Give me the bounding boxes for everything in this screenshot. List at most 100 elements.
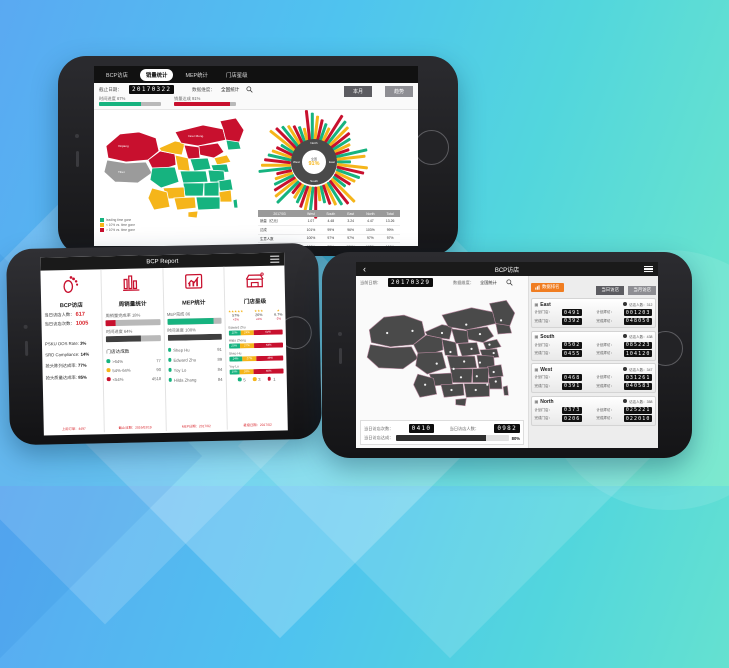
map-label-tibet: Tibet <box>118 170 125 174</box>
rank-button[interactable]: 数据排名 <box>531 283 564 292</box>
tab-store-rating[interactable]: 门店星级 <box>220 69 254 81</box>
china-dark-map[interactable] <box>360 294 524 415</box>
search-icon[interactable] <box>246 86 253 93</box>
table-cell: 生意人数 <box>258 234 301 243</box>
region-taiwan <box>233 199 238 208</box>
list-item[interactable]: Yoy Lo 84 <box>168 367 222 373</box>
chevron-left-icon[interactable]: ‹ <box>363 264 366 274</box>
china-choropleth-map[interactable]: Xinjiang Tibet Inner Mong. <box>100 112 250 222</box>
legend-text-leading: leading time gone <box>106 218 131 222</box>
region-sichuan <box>150 167 179 188</box>
list-label: Hilda Zhang <box>174 377 197 382</box>
legend-text-under10: < 10% vs. time gone <box>106 223 135 227</box>
summary-visits-label: 当日访店次数： <box>364 426 393 432</box>
table-cell: 96% <box>341 225 361 234</box>
tab-sales-stats[interactable]: 销量统计 <box>140 69 174 81</box>
table-column-header: North <box>361 210 381 217</box>
tab-bcp-visit[interactable]: BCP访店 <box>100 69 134 81</box>
radial-quadrant-west: West <box>293 160 300 164</box>
segment-trend[interactable]: 趋势 <box>385 86 413 97</box>
bar2-track <box>167 334 221 341</box>
table-cell: 销量（亿元） <box>258 217 301 225</box>
list-label: >64% <box>112 359 123 364</box>
store-icon <box>227 270 282 296</box>
search-icon[interactable] <box>506 279 513 286</box>
radial-center: 全国 91% <box>302 150 326 174</box>
table-column-header: South <box>321 210 341 217</box>
metric-label: 完成门店： <box>535 319 553 324</box>
dimension-value[interactable]: 全国统计 <box>480 280 497 286</box>
table-cell: 97% <box>361 234 381 243</box>
card-footer: MEP日期：2017/02 <box>166 423 226 429</box>
phone3-body: 当前日期： 20170329 数据维度： 全国统计 <box>356 276 658 448</box>
list-label: 54%-64% <box>112 368 130 373</box>
legend-label-5: 5 <box>243 377 245 382</box>
current-date-value[interactable]: 20170329 <box>388 278 433 287</box>
table-cell: 99% <box>380 225 400 234</box>
report-card-mep[interactable]: MEP统计 MEP完成 86 时间进度 100% Shep Hu 91 Edwa… <box>163 267 228 431</box>
tab-today-visit[interactable]: 当日访店 <box>596 286 624 295</box>
list-item[interactable]: <54% 4518 <box>107 376 161 382</box>
segment-this-month[interactable]: 本月 <box>344 86 372 97</box>
radial-quadrant-south: South <box>310 179 318 183</box>
list-title: 门店达成数 <box>106 348 160 355</box>
stat-value: 3% <box>80 341 86 346</box>
list-item[interactable]: Hilda Zhang 84 <box>168 377 222 383</box>
radial-sunburst-chart[interactable]: North South West East 全国 91% <box>262 110 366 214</box>
list-item[interactable]: Edward Zhu 89 <box>168 357 222 363</box>
stat-psku-oos: PSKU OOS Rate: 3% <box>45 340 99 346</box>
metric-value: 0392 <box>562 318 582 325</box>
legend-dot-1 <box>268 377 272 381</box>
list-item[interactable]: Shep Hu 91 <box>168 347 222 353</box>
date-value[interactable]: 20170322 <box>129 85 174 94</box>
dot-green <box>168 358 172 362</box>
tab-mep-stats[interactable]: MEP统计 <box>179 69 213 81</box>
table-cell: 103% <box>361 225 381 234</box>
region-name-wrap: ▣North <box>535 399 554 405</box>
hamburger-icon[interactable] <box>270 254 279 264</box>
legend-dot-5 <box>238 378 242 382</box>
region-name-wrap: ▣East <box>535 302 551 308</box>
phone3-header: ‹ BCP访店 <box>356 262 658 276</box>
report-card-weekly-sales[interactable]: 周销量统计 周销量完成率 18% 时间进度 64% 门店达成数 >64% 77 … <box>102 268 167 432</box>
region-shanxi <box>184 145 200 159</box>
metric-label: 完成门店： <box>535 384 553 389</box>
home-button[interactable] <box>414 130 449 165</box>
region-guangxi <box>174 197 196 210</box>
front-camera <box>24 325 28 329</box>
region-people-count: 访店人数：438 <box>629 335 652 339</box>
summary-people-value: 0982 <box>494 424 520 433</box>
report-card-store-rating[interactable]: 门店星级 ★★★★★ 57% +2% ★★★ 26% +0% ★ 6.7% <box>224 265 288 429</box>
report-card-bcp-visit[interactable]: BCP访店 当日访店人数： 617 当日访店次数： 1005 PSKU OOS … <box>40 269 105 433</box>
dot-amber <box>107 369 111 373</box>
tab-month-visit[interactable]: 当月访店 <box>628 286 656 295</box>
dimension-value[interactable]: 全国统计 <box>221 87 239 93</box>
table-column-header: Total <box>380 210 400 217</box>
list-item[interactable]: >64% 77 <box>107 358 161 364</box>
list-value: 84 <box>218 377 223 382</box>
table-column-header: West <box>301 210 321 217</box>
card-footer: 截止日期：2016/03/19 <box>105 424 165 430</box>
region-tibet <box>104 160 152 183</box>
metric-value-2: 031261 <box>624 374 653 381</box>
stat-value: 85% <box>78 375 87 380</box>
star-group-1: ★ 6.7% -2% <box>274 309 282 321</box>
list-item[interactable]: 54%-64% 90 <box>107 367 161 373</box>
table-cell: 3.24 <box>341 217 361 225</box>
hamburger-icon[interactable] <box>644 264 653 274</box>
